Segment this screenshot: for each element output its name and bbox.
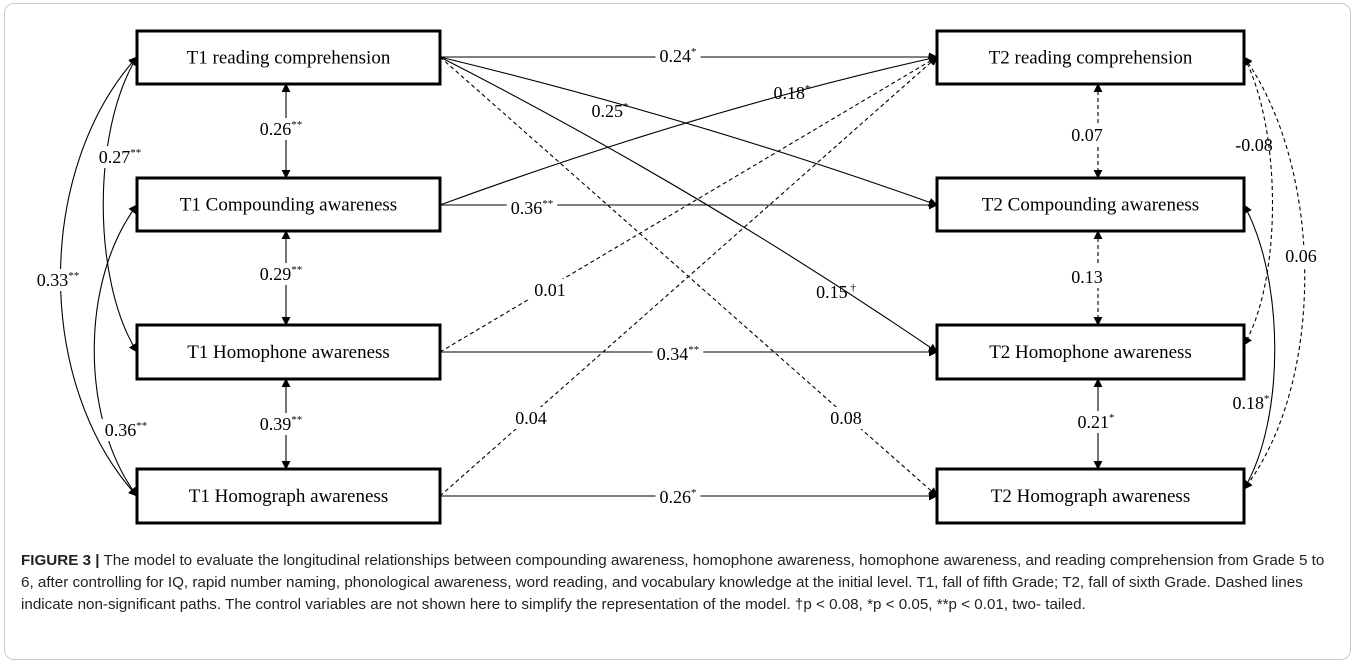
coef-label-bg — [100, 419, 152, 441]
coef-label-t2-hph-hgr: 0.21* — [1078, 412, 1115, 432]
corr-line-t2-rc-hgr — [1243, 56, 1306, 490]
corr-line-t2-rc-hph — [1243, 56, 1274, 346]
coef-label-hgr1-hgr2: 0.26* — [660, 487, 697, 507]
coef-label-bg — [530, 279, 570, 301]
coef-label-t2-ca-hph: 0.13 — [1071, 267, 1103, 287]
path-line-rc1-hgr2 — [439, 56, 938, 497]
node-label: T2 Homophone awareness — [989, 342, 1192, 363]
coef-label-t1-hph-hgr: 0.39** — [260, 414, 303, 434]
coef-label-rc1-hph2: 0.15 † — [816, 282, 856, 302]
node-label: T1 Compounding awareness — [180, 195, 397, 216]
coef-label-t2-rc-ca: 0.07 — [1071, 125, 1103, 145]
node-label: T1 Homophone awareness — [187, 342, 390, 363]
node-t2-reading-comprehension: T2 reading comprehension — [935, 29, 1246, 86]
node-label: T2 reading comprehension — [989, 48, 1193, 69]
coef-label-bg — [32, 269, 84, 291]
coef-label-ca1-ca2: 0.36** — [511, 198, 554, 218]
coef-label-bg — [1067, 124, 1107, 146]
coef-label-bg — [94, 146, 146, 168]
coef-label-t1-ca-hph: 0.29** — [260, 264, 303, 284]
node-t1-compounding-awareness: T1 Compounding awareness — [135, 176, 442, 233]
coef-label-bg — [655, 486, 701, 508]
coef-label-bg — [511, 407, 551, 429]
coef-label-rc1-rc2: 0.24* — [660, 46, 697, 66]
node-label: T2 Homograph awareness — [991, 486, 1190, 507]
coef-label-hph1-hph2: 0.34** — [657, 344, 700, 364]
coef-label-rc1-ca2: 0.25* — [592, 101, 629, 121]
coef-label-bg — [652, 343, 704, 365]
path-line-rc1-hph2 — [439, 56, 938, 353]
node-t1-reading-comprehension: T1 reading comprehension — [135, 29, 442, 86]
node-label: T2 Compounding awareness — [982, 195, 1199, 216]
node-t2-homophone-awareness: T2 Homophone awareness — [935, 323, 1246, 381]
caption-text: The model to evaluate the longitudinal r… — [21, 552, 1325, 613]
coef-label-bg — [255, 118, 307, 140]
figure-caption: FIGURE 3 | The model to evaluate the lon… — [21, 550, 1336, 616]
coef-label-t1-rc-ca: 0.26** — [260, 119, 303, 139]
corr-line-t1-rc-hph — [102, 56, 138, 353]
node-t2-compounding-awareness: T2 Compounding awareness — [935, 176, 1246, 233]
coef-label-bg — [655, 45, 701, 67]
node-label: T1 reading comprehension — [187, 48, 391, 69]
coef-label-bg — [826, 407, 866, 429]
coef-label-bg — [506, 197, 558, 219]
coef-label-t1-rc-hph: 0.27** — [99, 147, 142, 167]
coef-label-t2-rc-hgr: 0.06 — [1285, 246, 1317, 266]
coef-label-hph1-rc2: 0.01 — [534, 280, 566, 300]
coef-label-t2-rc-hph: -0.08 — [1235, 135, 1273, 155]
coef-label-hgr1-rc2: 0.04 — [515, 408, 547, 428]
node-t1-homophone-awareness: T1 Homophone awareness — [135, 323, 442, 381]
coef-label-ca1-rc2: 0.18* — [774, 83, 811, 103]
path-line-rc1-ca2 — [439, 56, 938, 207]
coef-label-bg — [255, 263, 307, 285]
coef-label-t2-ca-hgr: 0.18* — [1233, 393, 1270, 413]
path-line-ca1-rc2 — [439, 54, 938, 206]
node-label: T1 Homograph awareness — [189, 486, 388, 507]
coef-label-bg — [255, 413, 307, 435]
node-t1-homograph-awareness: T1 Homograph awareness — [135, 467, 442, 525]
corr-line-t2-ca-hgr — [1243, 204, 1276, 490]
coef-label-bg — [1073, 411, 1119, 433]
corr-line-t1-ca-hgr — [93, 204, 138, 497]
coef-label-t1-ca-hgr: 0.36** — [105, 420, 148, 440]
coef-label-bg — [1281, 245, 1321, 267]
coef-label-rc1-hgr2: 0.08 — [830, 408, 862, 428]
path-diagram: T1 reading comprehension T1 Compounding … — [32, 29, 1321, 525]
coef-label-bg — [1067, 266, 1107, 288]
coef-label-t1-rc-hgr: 0.33** — [37, 270, 80, 290]
figure-label: FIGURE 3 | — [21, 552, 100, 569]
path-line-hph1-rc2 — [439, 56, 938, 353]
node-t2-homograph-awareness: T2 Homograph awareness — [935, 467, 1246, 525]
